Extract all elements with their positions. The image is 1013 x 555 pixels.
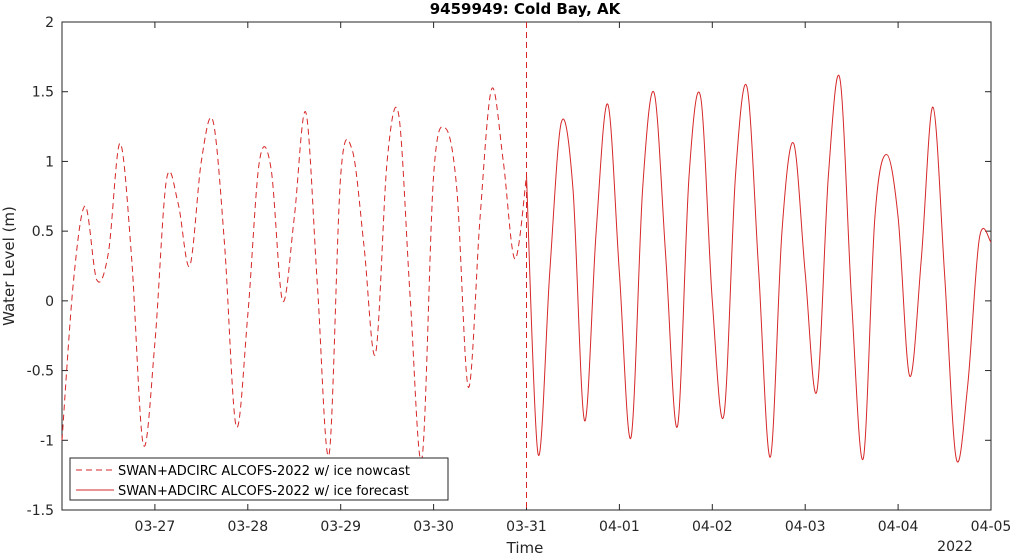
x-axis-label: Time	[506, 539, 544, 555]
x-tick-label: 03-29	[320, 519, 361, 535]
plot-area: -1.5 -1 -0.5 0 0.5 1 1.5 2 03-27 03-28 03-29 03-30 0…	[27, 15, 1012, 535]
y-tick-label: 0	[45, 294, 54, 310]
forecast-series-line	[526, 74, 992, 463]
y-axis-label: Water Level (m)	[0, 206, 18, 326]
x-tick-label: 04-05	[971, 519, 1012, 535]
x-tick-label: 04-01	[599, 519, 640, 535]
x-tick-label: 04-03	[785, 519, 826, 535]
legend-box	[69, 457, 449, 501]
x-tick-label: 04-02	[692, 519, 733, 535]
x-axis-year-label: 2022	[937, 539, 973, 555]
legend-label: SWAN+ADCIRC ALCOFS-2022 w/ ice forecast	[118, 484, 409, 499]
x-tick-label: 03-28	[227, 519, 268, 535]
x-tick-label: 03-31	[506, 519, 547, 535]
y-tick-label: 0.5	[32, 224, 54, 240]
y-tick-label: 1.5	[32, 85, 54, 101]
x-tick-label: 03-27	[135, 519, 176, 535]
y-tick-label: -0.5	[27, 364, 54, 380]
x-tick-label: 03-30	[413, 519, 454, 535]
y-tick-label: -1	[40, 433, 54, 449]
nowcast-series-line	[61, 87, 527, 462]
y-tick-label: -1.5	[27, 503, 54, 519]
y-tick-label: 2	[45, 15, 54, 31]
y-tick-label: 1	[45, 154, 54, 170]
chart-title: 9459949: Cold Bay, AK	[430, 0, 622, 18]
legend: SWAN+ADCIRC ALCOFS-2022 w/ ice nowcast SW…	[69, 457, 449, 501]
legend-label: SWAN+ADCIRC ALCOFS-2022 w/ ice nowcast	[118, 464, 410, 479]
x-tick-label: 04-04	[878, 519, 919, 535]
